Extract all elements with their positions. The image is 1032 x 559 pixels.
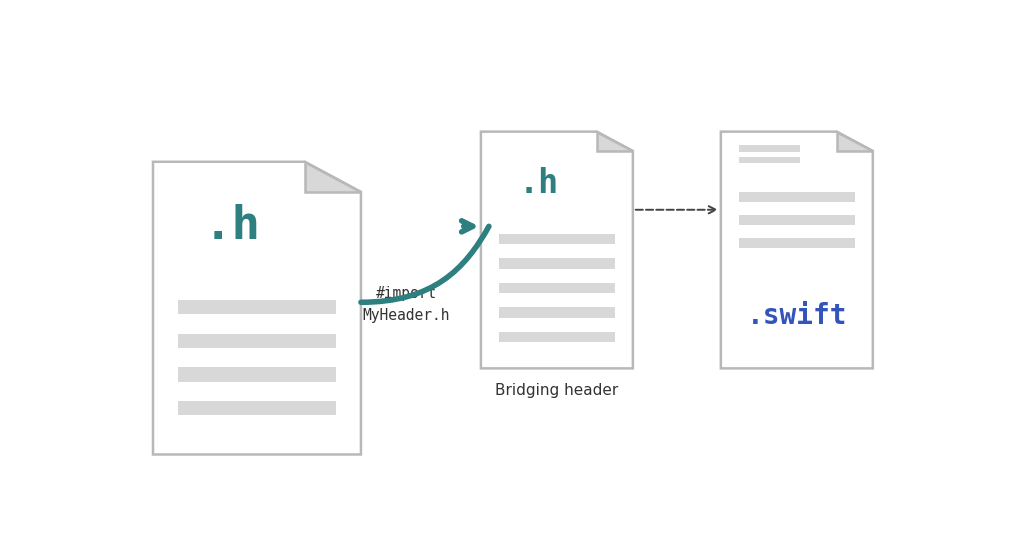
Polygon shape: [596, 131, 633, 151]
Bar: [499, 332, 615, 342]
Bar: [499, 258, 615, 269]
Text: .h: .h: [203, 203, 260, 249]
Bar: [178, 300, 336, 314]
Bar: [739, 215, 854, 225]
Bar: [178, 334, 336, 348]
Bar: [499, 307, 615, 318]
Text: .swift: .swift: [746, 302, 847, 330]
Bar: [739, 157, 800, 163]
Bar: [739, 145, 800, 151]
Bar: [178, 367, 336, 382]
Bar: [739, 192, 854, 202]
Text: .h: .h: [518, 167, 558, 200]
Text: Bridging header: Bridging header: [495, 383, 618, 399]
Polygon shape: [481, 131, 633, 368]
Polygon shape: [305, 162, 361, 192]
Polygon shape: [721, 131, 873, 368]
Polygon shape: [153, 162, 361, 454]
Bar: [499, 283, 615, 293]
Polygon shape: [837, 131, 873, 151]
Bar: [739, 239, 854, 248]
Bar: [499, 234, 615, 244]
Bar: [178, 401, 336, 415]
Text: #import
MyHeader.h: #import MyHeader.h: [363, 286, 450, 323]
